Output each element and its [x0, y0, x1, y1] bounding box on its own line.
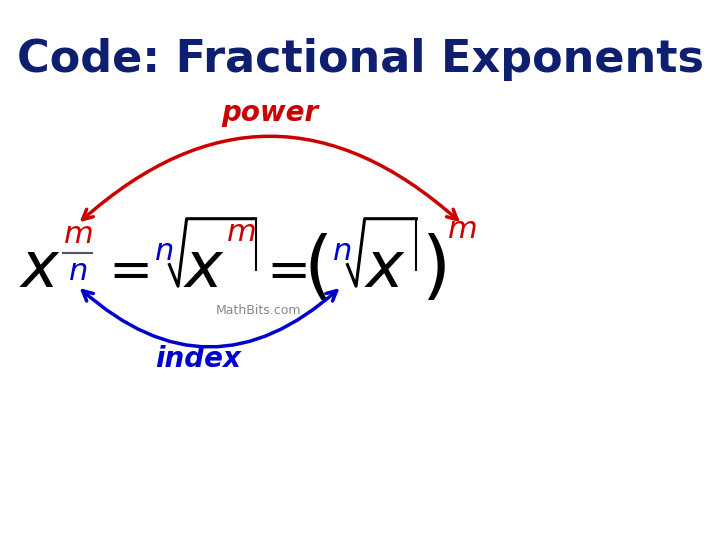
Text: $m$: $m$ [226, 217, 256, 248]
Text: $x$: $x$ [19, 239, 61, 301]
Text: index: index [156, 345, 241, 373]
Text: $=$: $=$ [98, 245, 149, 295]
Text: $)$: $)$ [421, 233, 446, 307]
FancyArrowPatch shape [83, 136, 457, 220]
Text: power: power [221, 99, 318, 127]
Text: MathBits.com: MathBits.com [216, 304, 301, 317]
Text: $x$: $x$ [183, 239, 225, 301]
FancyArrowPatch shape [83, 291, 337, 347]
Text: $m$: $m$ [447, 214, 477, 245]
Text: $n$: $n$ [154, 235, 174, 267]
Text: $x$: $x$ [364, 239, 406, 301]
Text: Code: Fractional Exponents: Code: Fractional Exponents [17, 38, 704, 81]
Text: $=$: $=$ [256, 245, 307, 295]
Text: $m$: $m$ [63, 219, 92, 251]
Text: $n$: $n$ [68, 256, 87, 287]
Text: $n$: $n$ [332, 235, 351, 267]
Text: $($: $($ [303, 233, 328, 307]
